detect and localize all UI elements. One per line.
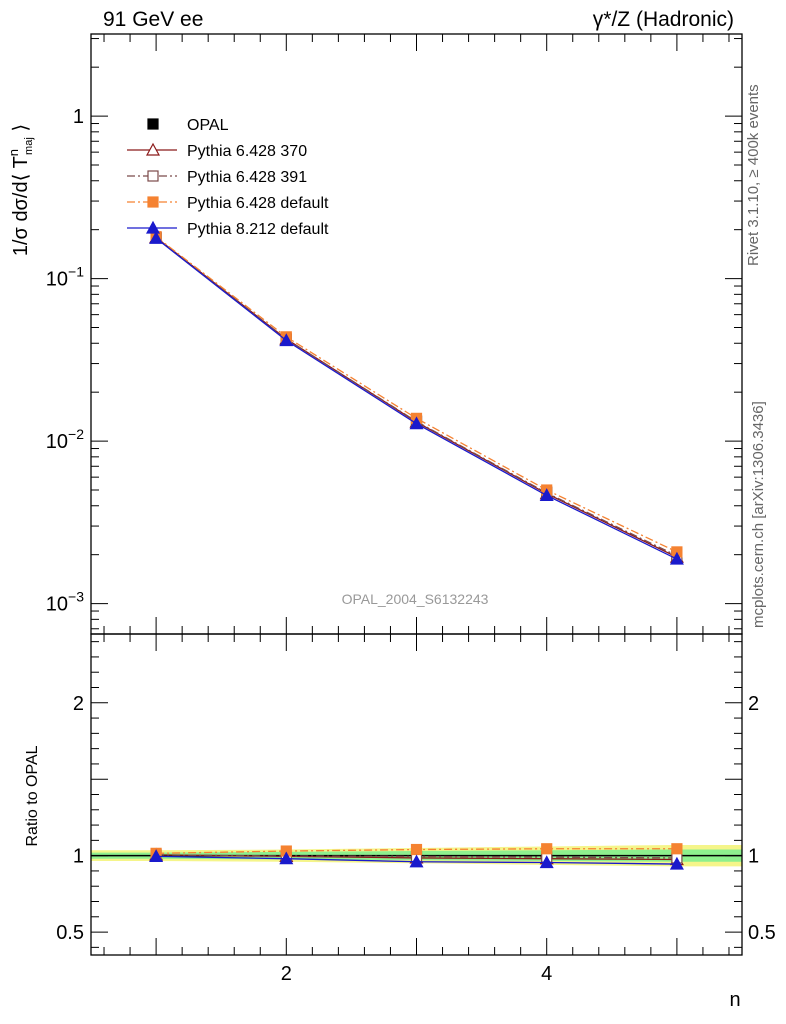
legend-entry: OPAL xyxy=(147,117,229,134)
y-tick-label-main: 10−2 xyxy=(46,426,84,453)
data-point-py8 xyxy=(149,231,164,244)
y-tick-label-ratio: 2 xyxy=(73,693,84,715)
legend-entry: Pythia 6.428 default xyxy=(127,195,329,212)
series-line-py391 xyxy=(155,236,678,557)
legend-marker xyxy=(145,142,161,156)
data-point-py8 xyxy=(669,551,684,565)
y-tick-label-ratio-right: 2 xyxy=(748,693,759,715)
data-point-py8 xyxy=(539,488,554,502)
x-tick-label: 2 xyxy=(281,963,292,985)
legend-label: Pythia 6.428 391 xyxy=(187,169,307,186)
legend-label: OPAL xyxy=(187,117,229,134)
y-tick-label-main: 1 xyxy=(73,106,84,128)
y-tick-label-main: 10−3 xyxy=(46,589,84,616)
legend-entry: Pythia 6.428 391 xyxy=(127,169,307,186)
source-text: mcplots.cern.ch [arXiv:1306.3436] xyxy=(750,401,767,628)
ratio-point-py8 xyxy=(669,856,684,870)
ratio-point-py_default xyxy=(541,843,553,855)
rivet-version-text: Rivet 3.1.10, ≥ 400k events xyxy=(745,84,762,266)
y-tick-label-ratio: 0.5 xyxy=(56,922,84,944)
legend-label: Pythia 6.428 370 xyxy=(187,143,307,160)
ratio-point-py8 xyxy=(149,849,164,863)
legend-entry: Pythia 8.212 default xyxy=(127,220,329,238)
legend-label: Pythia 8.212 default xyxy=(187,221,329,238)
header-left: 91 GeV ee xyxy=(103,8,204,31)
y-axis-label-ratio: Ratio to OPAL xyxy=(24,745,41,846)
data-point-py8 xyxy=(279,333,294,347)
x-axis-label: n xyxy=(729,989,740,1011)
y-tick-label-main: 10−1 xyxy=(46,264,84,291)
legend-marker xyxy=(147,196,159,208)
header-right: γ*/Z (Hadronic) xyxy=(592,8,734,31)
ratio-point-py_default xyxy=(671,843,683,855)
legend-marker xyxy=(147,118,159,130)
series-line-py8 xyxy=(155,237,678,560)
series-line-py370 xyxy=(155,236,678,558)
legend-marker xyxy=(145,220,161,234)
legend-label: Pythia 6.428 default xyxy=(187,195,329,212)
ratio-point-py8 xyxy=(279,851,294,865)
legend-entry: Pythia 6.428 370 xyxy=(127,142,307,160)
x-tick-label: 4 xyxy=(541,963,552,985)
legend: OPAL Pythia 6.428 370 Pythia 6.428 391 Pyth… xyxy=(127,117,329,238)
ratio-point-py8 xyxy=(539,855,554,869)
series-line-py_default xyxy=(155,236,678,553)
analysis-label: OPAL_2004_S6132243 xyxy=(342,591,489,607)
ratio-point-py_default xyxy=(410,843,423,856)
y-axis-label-main: 1/σ dσ/d⟨ Tn maj ⟩ xyxy=(6,124,35,256)
legend-marker xyxy=(147,170,159,182)
ratio-point-py8 xyxy=(409,854,424,868)
y-tick-label-ratio-right: 0.5 xyxy=(748,922,776,944)
data-point-py8 xyxy=(409,416,424,430)
y-tick-label-ratio: 1 xyxy=(73,846,84,868)
ratio-panel-frame xyxy=(90,633,743,956)
y-tick-label-ratio-right: 1 xyxy=(748,846,759,868)
